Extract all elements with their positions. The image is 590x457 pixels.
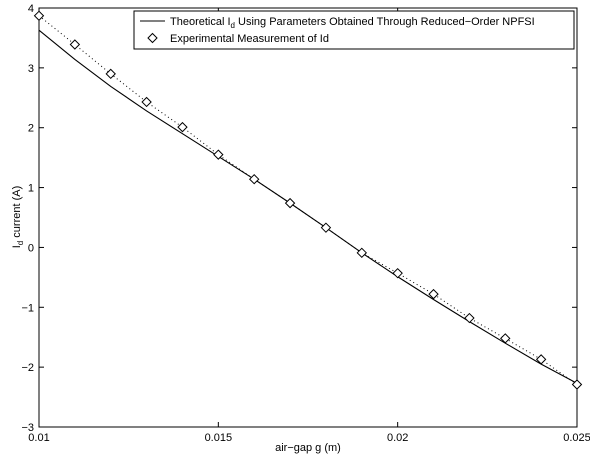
experimental-point (284, 197, 296, 209)
y-tick-label: −1 (21, 302, 34, 314)
x-tick-label: 0.025 (563, 432, 590, 444)
experimental-point (535, 354, 547, 365)
y-tick-label: 4 (28, 3, 34, 15)
experimental-point (177, 121, 188, 133)
x-tick-label: 0.02 (387, 432, 408, 444)
y-tick-label: −2 (21, 362, 34, 374)
series-layer (33, 10, 583, 390)
x-tick-label: 0.015 (205, 432, 233, 444)
y-tick-label: 0 (28, 242, 34, 254)
experimental-point (69, 39, 81, 50)
y-tick-label: 1 (28, 183, 34, 195)
x-axis-title: air−gap g (m) (275, 442, 341, 454)
legend-box (133, 10, 575, 50)
y-tick-label: 2 (28, 123, 34, 135)
experimental-point (141, 96, 152, 108)
experimental-point (213, 149, 224, 160)
legend: Theoretical Id Using Parameters Obtained… (133, 10, 575, 50)
legend-subscript: d (231, 21, 235, 30)
experimental-point (428, 288, 439, 300)
series-theoretical-line (38, 29, 578, 384)
legend-label-experimental: Experimental Measurement of Id (170, 33, 329, 45)
y-tick-label: −3 (21, 422, 34, 434)
experimental-point (392, 267, 403, 279)
experimental-point (356, 247, 368, 259)
y-tick-label: 3 (28, 63, 34, 75)
plot-area (38, 7, 578, 428)
y-axis-title: Id current (A) (11, 186, 25, 249)
experimental-point (248, 173, 260, 185)
axis-ticks: 0.01 0.015 0.02 0.025 −3 −2 −1 0 1 2 3 4 (21, 3, 590, 444)
x-tick-label: 0.01 (28, 432, 49, 444)
y-axis-subscript: d (16, 241, 25, 245)
legend-label-theoretical: Theoretical Id Using Parameters Obtained… (170, 16, 535, 30)
experimental-point (105, 68, 116, 80)
experimental-point (571, 379, 583, 390)
experimental-point (500, 333, 511, 344)
legend-diamond-marker (147, 32, 158, 44)
experimental-point (464, 312, 475, 324)
experimental-point (320, 222, 332, 233)
experimental-point (33, 10, 45, 21)
